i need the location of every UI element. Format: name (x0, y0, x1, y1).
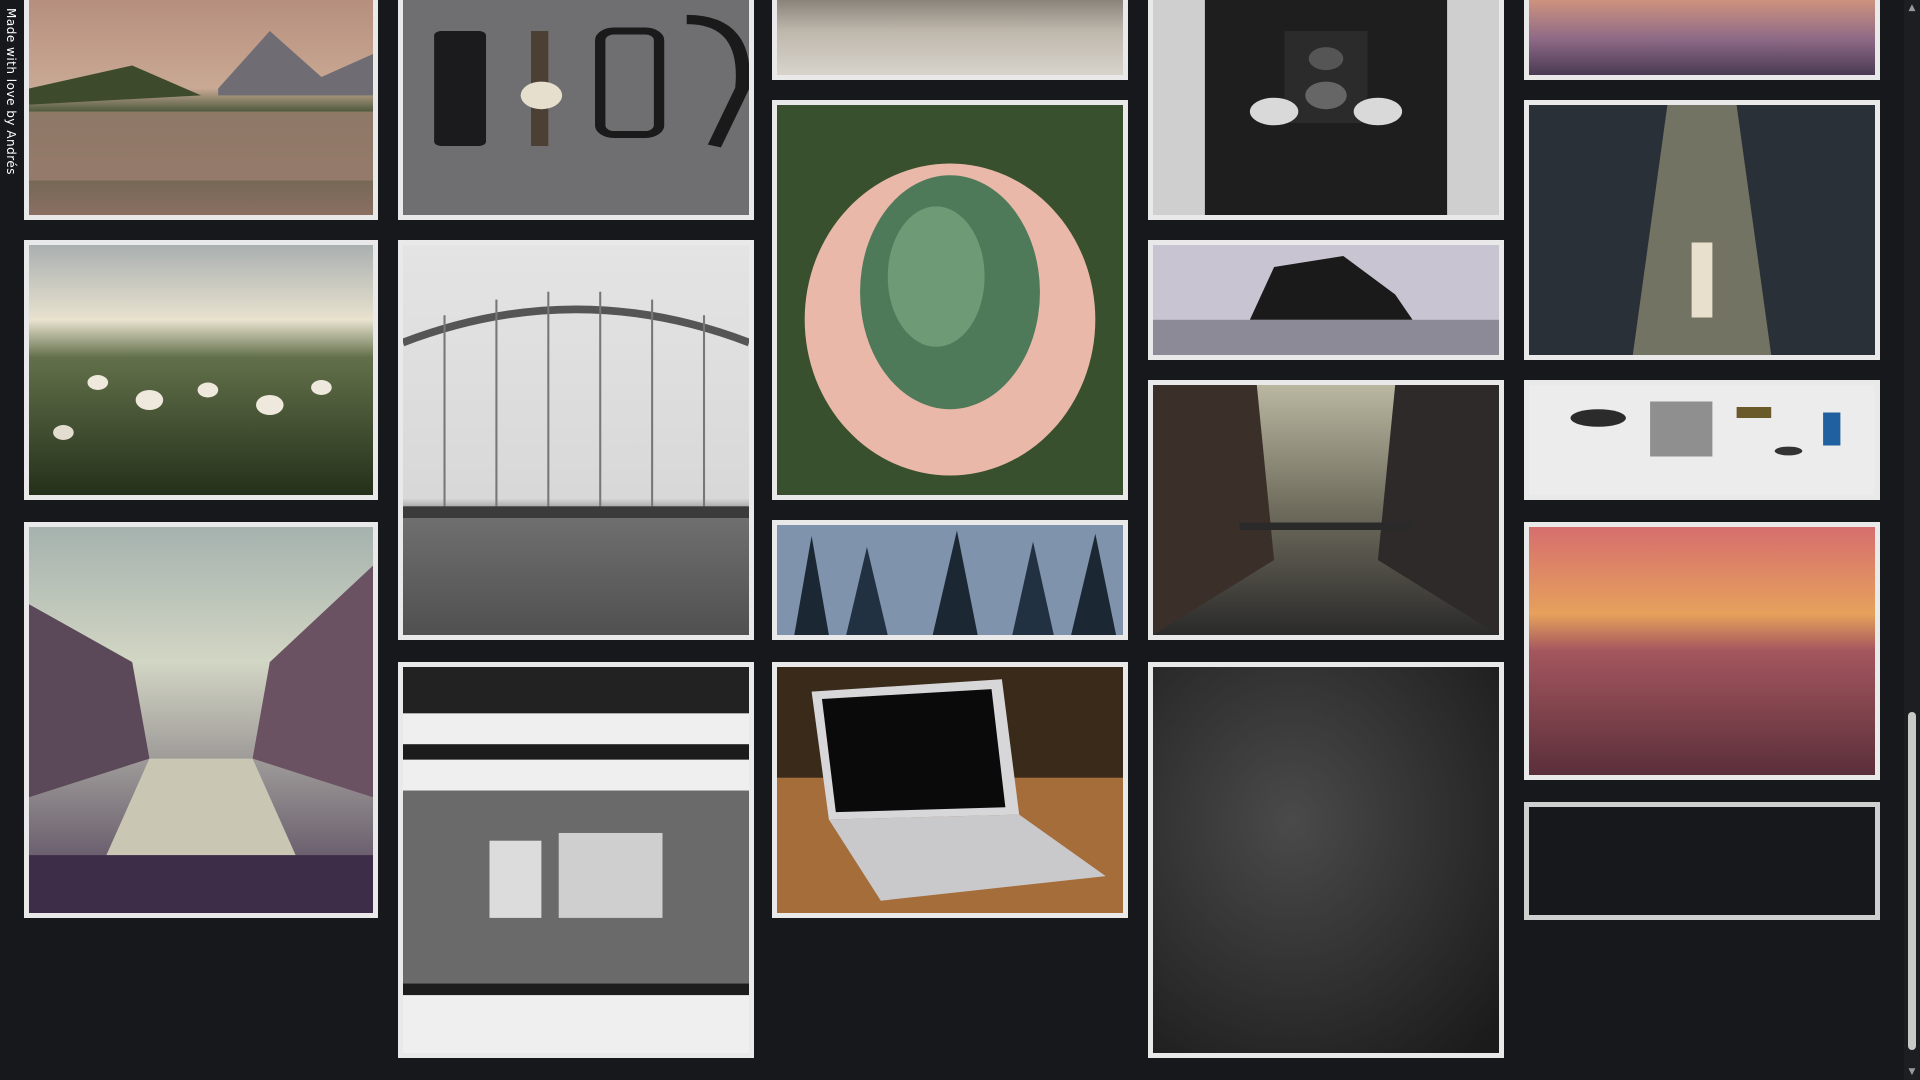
scroll-down-arrow-icon[interactable]: ▼ (1908, 1067, 1916, 1077)
gallery-tile-sea-rock[interactable] (1148, 240, 1504, 360)
photo-lake-mountains (29, 0, 373, 215)
gallery-tile-beach-shore[interactable] (772, 0, 1128, 80)
photo-dandelion-field (29, 245, 373, 495)
gallery-tile-forest-trees[interactable] (772, 520, 1128, 640)
photo-camera-holder (1153, 0, 1499, 215)
gallery-tile-misty-canal[interactable] (1148, 380, 1504, 640)
photo-misty-canal (1153, 385, 1499, 635)
photo-motion-blur-train (403, 667, 749, 1053)
gallery-tile-bridge-cyclist[interactable] (398, 240, 754, 640)
gallery-tile-motion-blur-train[interactable] (398, 662, 754, 1058)
photo-sea-rock (1153, 245, 1499, 355)
gallery-tile-wall-light-dog[interactable] (1524, 100, 1880, 360)
credit-vertical-text: Made with love by Andrés (0, 0, 22, 180)
gallery-tile-flatlay-watch-glasses[interactable] (398, 0, 754, 220)
gallery-tile-dark-texture[interactable] (1148, 662, 1504, 1058)
gallery-tile-sunset-sea[interactable] (1524, 522, 1880, 780)
scroll-up-arrow-icon[interactable]: ▲ (1908, 3, 1916, 13)
photo-flatlay-watch-glasses (403, 0, 749, 215)
gallery-tile-laptop-desk[interactable] (772, 662, 1128, 918)
gallery-tile-pine-hands[interactable] (772, 100, 1128, 500)
photo-bridge-cyclist (403, 245, 749, 635)
gallery-tile-dandelion-field[interactable] (24, 240, 378, 500)
photo-pine-hands (777, 105, 1123, 495)
photo-canal-city (29, 527, 373, 913)
gallery-tile-lake-mountains[interactable] (24, 0, 378, 220)
credit-label: Made with love by Andrés (4, 8, 18, 176)
gallery-tile-camera-parts[interactable] (1524, 380, 1880, 500)
gallery-tile-canal-city[interactable] (24, 522, 378, 918)
gallery-tile-sunset-clouds[interactable] (1524, 0, 1880, 80)
scrollbar-thumb[interactable] (1908, 712, 1916, 1050)
vertical-scrollbar[interactable]: ▲ ▼ (1904, 0, 1920, 1080)
gallery-tile-camera-holder[interactable] (1148, 0, 1504, 220)
photo-beach-shore (777, 0, 1123, 75)
photo-sunset-clouds (1529, 0, 1875, 75)
photo-camera-parts (1529, 385, 1875, 495)
photo-wall-light-dog (1529, 105, 1875, 355)
gallery-tile-empty[interactable] (1524, 802, 1880, 920)
photo-laptop-desk (777, 667, 1123, 913)
photo-sunset-sea (1529, 527, 1875, 775)
photo-dark-texture (1153, 667, 1499, 1053)
photo-forest-trees (777, 525, 1123, 635)
